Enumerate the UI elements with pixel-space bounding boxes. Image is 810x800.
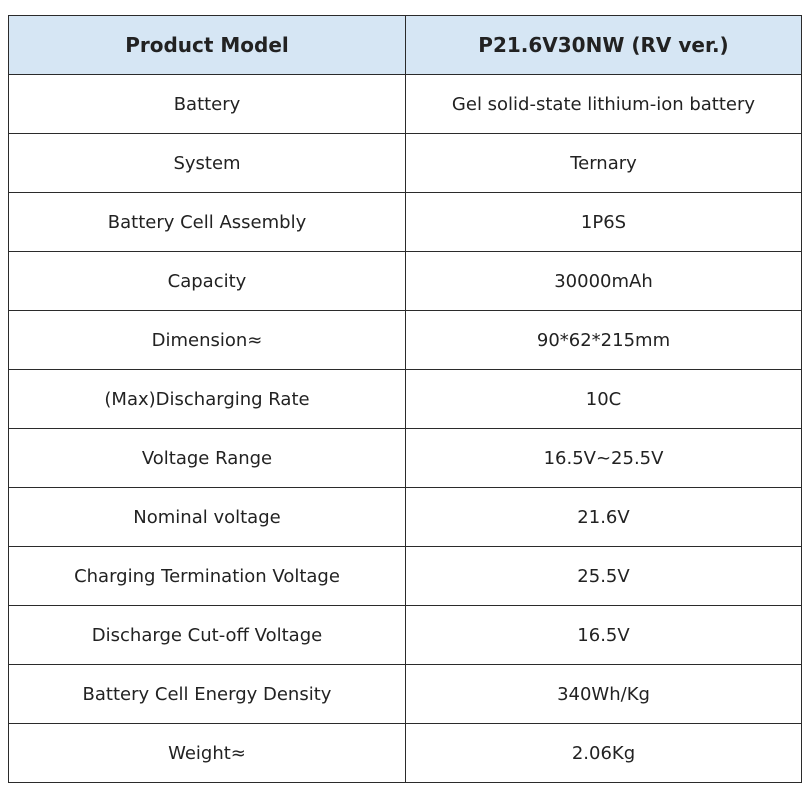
row-label: Battery Cell Assembly	[8, 192, 406, 252]
row-label: Capacity	[8, 251, 406, 311]
row-label: Battery Cell Energy Density	[8, 664, 406, 724]
row-label: (Max)Discharging Rate	[8, 369, 406, 429]
row-value: 2.06Kg	[405, 723, 802, 783]
header-row: Product Model P21.6V30NW (RV ver.)	[8, 15, 802, 75]
table-row: Dimension≈ 90*62*215mm	[8, 310, 802, 370]
table-row: Battery Gel solid-state lithium-ion batt…	[8, 74, 802, 134]
row-value: 21.6V	[405, 487, 802, 547]
row-label: Charging Termination Voltage	[8, 546, 406, 606]
header-product-model: Product Model	[8, 15, 406, 75]
table-row: Battery Cell Energy Density 340Wh/Kg	[8, 664, 802, 724]
row-label: Battery	[8, 74, 406, 134]
row-label: Weight≈	[8, 723, 406, 783]
table-row: Discharge Cut-off Voltage 16.5V	[8, 605, 802, 665]
row-label: Dimension≈	[8, 310, 406, 370]
table-row: Charging Termination Voltage 25.5V	[8, 546, 802, 606]
table-row: Nominal voltage 21.6V	[8, 487, 802, 547]
spec-table: Product Model P21.6V30NW (RV ver.) Batte…	[8, 15, 802, 783]
table-row: Weight≈ 2.06Kg	[8, 723, 802, 783]
row-value: 30000mAh	[405, 251, 802, 311]
row-value: 16.5V~25.5V	[405, 428, 802, 488]
row-value: Gel solid-state lithium-ion battery	[405, 74, 802, 134]
table-row: Voltage Range 16.5V~25.5V	[8, 428, 802, 488]
row-label: Nominal voltage	[8, 487, 406, 547]
row-label: System	[8, 133, 406, 193]
table-row: Battery Cell Assembly 1P6S	[8, 192, 802, 252]
row-value: 16.5V	[405, 605, 802, 665]
table-row: Capacity 30000mAh	[8, 251, 802, 311]
row-value: 25.5V	[405, 546, 802, 606]
table-row: (Max)Discharging Rate 10C	[8, 369, 802, 429]
row-label: Discharge Cut-off Voltage	[8, 605, 406, 665]
row-value: 1P6S	[405, 192, 802, 252]
table-row: System Ternary	[8, 133, 802, 193]
header-model-number: P21.6V30NW (RV ver.)	[405, 15, 802, 75]
row-value: 10C	[405, 369, 802, 429]
row-value: 90*62*215mm	[405, 310, 802, 370]
row-value: Ternary	[405, 133, 802, 193]
row-label: Voltage Range	[8, 428, 406, 488]
row-value: 340Wh/Kg	[405, 664, 802, 724]
